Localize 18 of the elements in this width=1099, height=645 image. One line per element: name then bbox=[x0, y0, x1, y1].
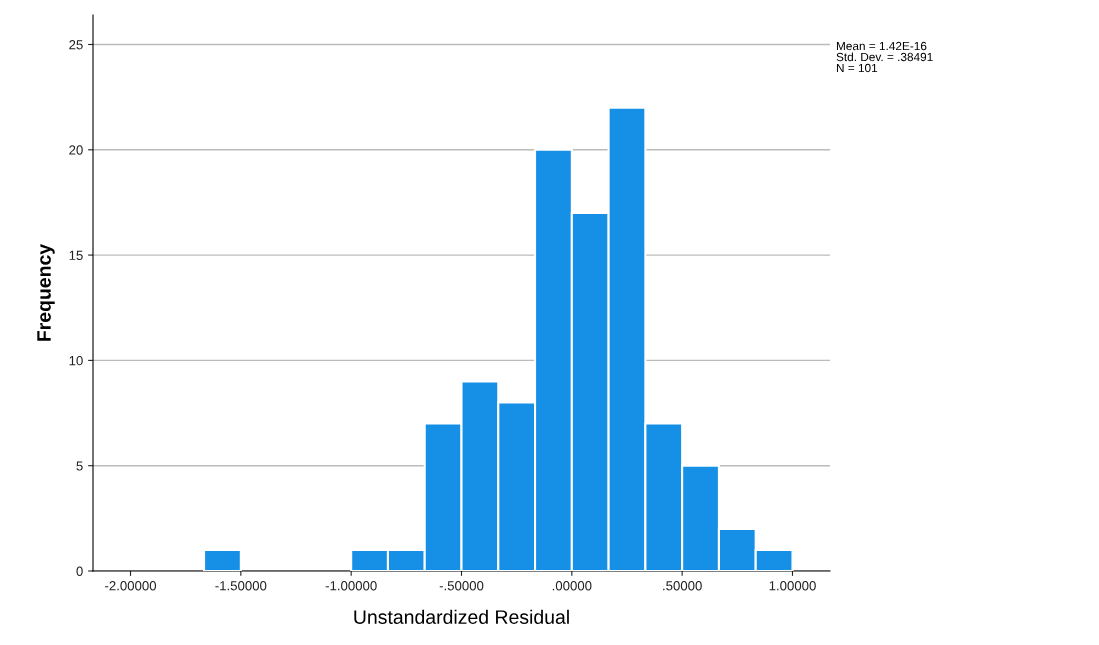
x-tick-label: -2.00000 bbox=[105, 581, 157, 591]
y-tick-label: 15 bbox=[69, 250, 83, 260]
x-axis-title: Unstandardized Residual bbox=[354, 609, 569, 624]
x-tick-label: .50000 bbox=[663, 581, 702, 591]
y-tick-label: 0 bbox=[76, 566, 83, 576]
y-tick-label: 5 bbox=[76, 461, 83, 471]
y-tick-label: 10 bbox=[69, 355, 83, 366]
y-tick-label: 25 bbox=[69, 40, 83, 50]
text: N = 101 bbox=[836, 63, 878, 73]
x-tick-label: .00000 bbox=[552, 581, 592, 591]
x-tick-label: -1.50000 bbox=[215, 581, 267, 591]
y-tick-label: 20 bbox=[69, 145, 83, 155]
text: Std. Dev. = .38491 bbox=[836, 52, 933, 62]
x-tick-label: 1.00000 bbox=[769, 581, 816, 591]
x-tick-label: -1.00000 bbox=[325, 581, 377, 591]
y-axis-title: Frequency bbox=[37, 243, 55, 341]
text: Mean = 1.42E-16 bbox=[836, 41, 927, 51]
x-tick-label: -.50000 bbox=[439, 581, 484, 591]
